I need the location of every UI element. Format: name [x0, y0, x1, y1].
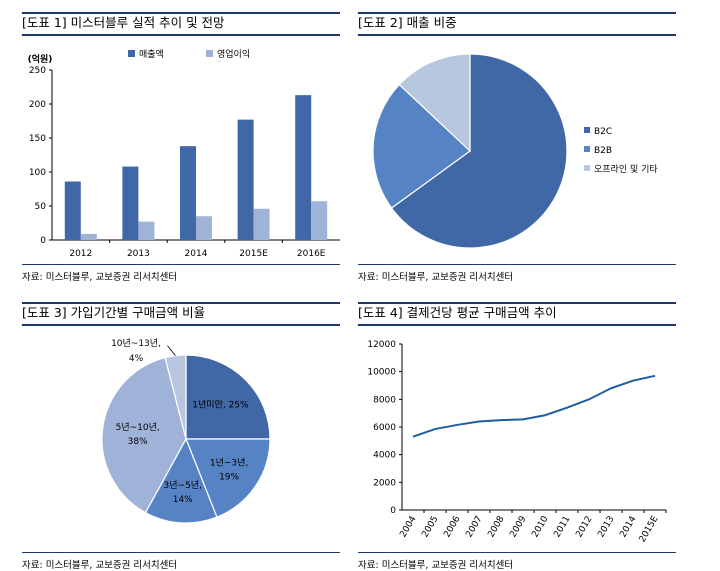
bar-op-profit — [80, 233, 97, 240]
slice-5-10y — [101, 356, 187, 514]
slice-under-1y — [185, 354, 271, 440]
legend-label: 오프라인 및 기타 — [594, 163, 658, 175]
slice-3-5y — [144, 437, 218, 524]
legend-label: B2C — [594, 127, 612, 137]
y-axis-label: (억원) — [28, 53, 53, 65]
x-tick-label: 2012 — [69, 249, 92, 259]
legend-label: B2B — [594, 146, 612, 156]
panel-avg-purchase: [도표 4] 결제건당 평균 구매금액 추이 0 2000 4000 6000 8000… — [358, 302, 676, 571]
slice-label: 1년미만, 25% — [192, 400, 249, 411]
bar-op-profit — [253, 208, 270, 240]
bar-op-profit — [311, 201, 328, 240]
source-note: 자료: 미스터블루, 교보증권 리서치센터 — [358, 264, 676, 283]
slice-label: 1년~3년, — [210, 457, 248, 468]
pie-chart: 1년미만, 25% 1년~3년, 19% 3년~5년, 14% 5년~10년, 38% 10년… — [101, 338, 271, 524]
x-tick-label: 2008 — [486, 514, 506, 539]
bar-sales — [180, 146, 196, 240]
x-tick-label: 2006 — [442, 514, 462, 539]
slice-label: 14% — [173, 495, 193, 505]
x-tick-label: 2014 — [618, 514, 638, 539]
slice-label: 10년~13년, — [111, 338, 161, 349]
source-note: 자료: 미스터블루, 교보증권 리서치센터 — [22, 552, 340, 571]
slice-label: 38% — [128, 437, 148, 447]
x-tick-label: 2011 — [552, 515, 572, 540]
slice-b2b — [372, 83, 471, 209]
x-tick-label: 2005 — [420, 515, 440, 540]
x-tick-label: 2004 — [398, 514, 418, 539]
x-tick-label: 2016E — [297, 249, 326, 259]
x-tick-label: 2015E — [239, 249, 268, 259]
bar-sales — [237, 119, 254, 240]
panel-title: [도표 4] 결제건당 평균 구매금액 추이 — [358, 302, 676, 326]
y-tick-label: 0 — [390, 506, 396, 516]
x-tick-label: 2009 — [508, 514, 528, 539]
x-tick-label: 2013 — [127, 249, 150, 259]
y-tick-label: 50 — [35, 202, 47, 212]
slice-1-3y — [185, 438, 271, 518]
x-tick-label: 2013 — [596, 515, 616, 540]
legend-swatch — [584, 165, 590, 171]
y-tick-label: 150 — [29, 134, 46, 144]
y-tick-label: 100 — [29, 168, 46, 178]
x-tick-label: 2010 — [530, 514, 550, 539]
legend-swatch — [584, 127, 590, 133]
pie-chart: B2C B2B 오프라인 및 기타 — [372, 53, 658, 249]
legend-swatch — [206, 50, 213, 57]
y-tick-label: 12000 — [367, 340, 396, 350]
slice-label: 4% — [129, 354, 144, 364]
legend-swatch — [584, 146, 590, 152]
bar-sales — [122, 166, 139, 240]
source-note: 자료: 미스터블루, 교보증권 리서치센터 — [358, 552, 676, 571]
panel-title: [도표 1] 미스터블루 실적 추이 및 전망 — [22, 12, 340, 36]
slice-label: 3년~5년, — [164, 480, 202, 491]
slice-label: 5년~10년, — [116, 422, 160, 433]
y-tick-label: 200 — [29, 100, 46, 110]
source-note: 자료: 미스터블루, 교보증권 리서치센터 — [22, 264, 340, 283]
panel-revenue-mix: [도표 2] 매출 비중 B2C B2B 오프라인 및 기타 자료: 미스터블루, … — [358, 12, 676, 284]
panel-title: [도표 2] 매출 비중 — [358, 12, 676, 36]
bar-sales — [64, 181, 81, 240]
slice-b2c — [390, 53, 568, 249]
panel-sales-trend: [도표 1] 미스터블루 실적 추이 및 전망 (억원) 0 50 100 150 200… — [22, 12, 340, 284]
bar-chart: (억원) 0 50 100 150 200 250 2012 2013 2014 2015E 2016… — [28, 48, 340, 259]
x-tick-label: 2015E — [638, 514, 661, 544]
slice-label: 19% — [219, 472, 239, 482]
bar-sales — [295, 95, 312, 240]
legend-label: 매출액 — [139, 48, 164, 60]
x-tick-label: 2014 — [185, 249, 208, 259]
y-tick-label: 2000 — [373, 478, 396, 488]
y-tick-label: 10000 — [367, 368, 396, 378]
y-tick-label: 8000 — [373, 395, 396, 405]
label-leader — [167, 345, 176, 356]
x-tick-label: 2007 — [464, 515, 484, 540]
panel-title: [도표 3] 가입기간별 구매금액 비율 — [22, 302, 340, 326]
legend-swatch — [128, 50, 135, 57]
y-tick-label: 0 — [40, 236, 46, 246]
panel-tenure-share: [도표 3] 가입기간별 구매금액 비율 1년미만, 25% 1년~3년, 19% 3… — [22, 302, 340, 571]
bar-op-profit — [196, 216, 212, 240]
y-tick-label: 6000 — [373, 423, 396, 433]
legend-label: 영업이익 — [217, 48, 250, 60]
bar-op-profit — [138, 221, 155, 240]
x-tick-label: 2012 — [574, 515, 594, 540]
slice-offline — [398, 53, 471, 153]
y-tick-label: 250 — [29, 66, 46, 76]
series-line — [412, 374, 656, 438]
y-tick-label: 4000 — [373, 451, 396, 461]
